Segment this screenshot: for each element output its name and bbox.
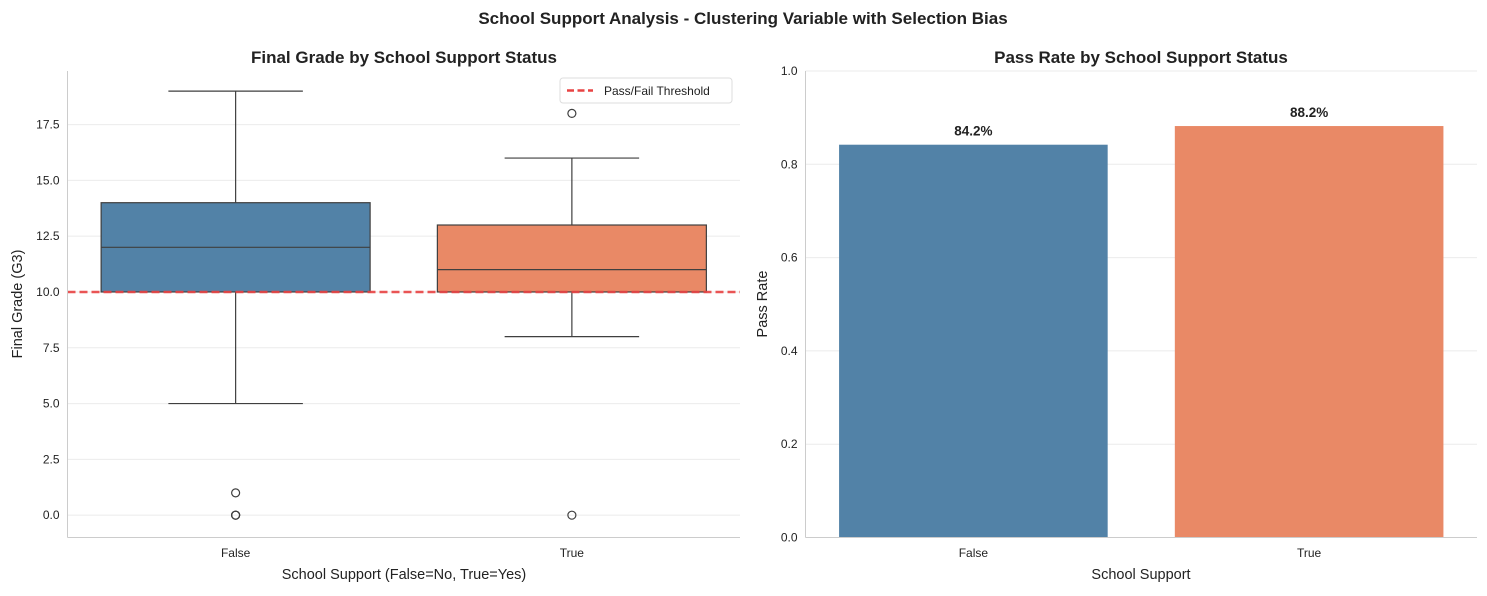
legend-frame [559,77,733,104]
boxplot-y-tick-label: 0.0 [43,508,60,522]
figure-suptitle: School Support Analysis - Clustering Var… [478,9,1007,28]
boxplot-y-tick-label: 12.5 [36,229,60,243]
barchart-y-tick-label: 0.8 [781,157,798,171]
boxplot-title: Final Grade by School Support Status [251,48,557,67]
boxplot-gridlines [67,124,740,516]
boxplot-y-tick-label: 17.5 [36,118,60,132]
outlier-point [567,510,577,520]
boxplot-y-ticks: 0.0 2.5 5.0 7.5 10.0 12.5 15.0 17.5 [36,118,60,523]
outlier-point [567,108,577,119]
boxplot-boxes [100,90,707,520]
boxplot-x-tick-label: False [221,546,251,560]
barchart-y-tick-label: 1.0 [781,64,798,78]
outlier-point [231,510,241,520]
barchart-title: Pass Rate by School Support Status [994,48,1288,67]
boxplot-x-tick-label: True [560,546,585,560]
boxplot-x-label: School Support (False=No, True=Yes) [282,567,527,583]
barchart-y-tick-label: 0.6 [781,251,798,265]
box-false [100,90,371,520]
outlier-point [231,488,241,498]
barchart-y-label: Pass Rate [755,271,771,338]
bar-false [839,144,1108,538]
bar-value-label: 88.2% [1290,105,1328,120]
barchart-x-tick-label: True [1297,546,1322,560]
legend-threshold-label: Pass/Fail Threshold [604,84,710,98]
boxplot-y-tick-label: 7.5 [43,341,60,355]
boxplot-legend: Pass/Fail Threshold [559,77,733,104]
boxplot-y-tick-label: 15.0 [36,173,60,187]
boxplot-y-tick-label: 5.0 [43,397,60,411]
box-true [436,108,707,520]
barchart-x-ticks: False True [959,546,1322,560]
barchart-y-tick-label: 0.4 [781,344,798,358]
barchart-panel: Pass Rate by School Support Status 84.2%… [755,48,1477,583]
boxplot-x-ticks: False True [221,546,584,560]
barchart-y-ticks: 0.0 0.2 0.4 0.6 0.8 1.0 [781,64,798,545]
boxplot-y-tick-label: 10.0 [36,285,60,299]
barchart-bars: 84.2% 88.2% [839,105,1444,538]
boxplot-y-label: Final Grade (G3) [10,250,26,359]
bar-value-label: 84.2% [954,124,992,139]
barchart-y-tick-label: 0.2 [781,437,798,451]
boxplot-y-tick-label: 2.5 [43,452,60,466]
iqr-box [436,224,707,293]
bar-true [1174,126,1444,538]
barchart-x-label: School Support [1091,567,1190,583]
boxplot-panel: Final Grade by School Support Status 0.0… [10,48,740,583]
barchart-y-tick-label: 0.0 [781,531,798,545]
barchart-x-tick-label: False [959,546,989,560]
